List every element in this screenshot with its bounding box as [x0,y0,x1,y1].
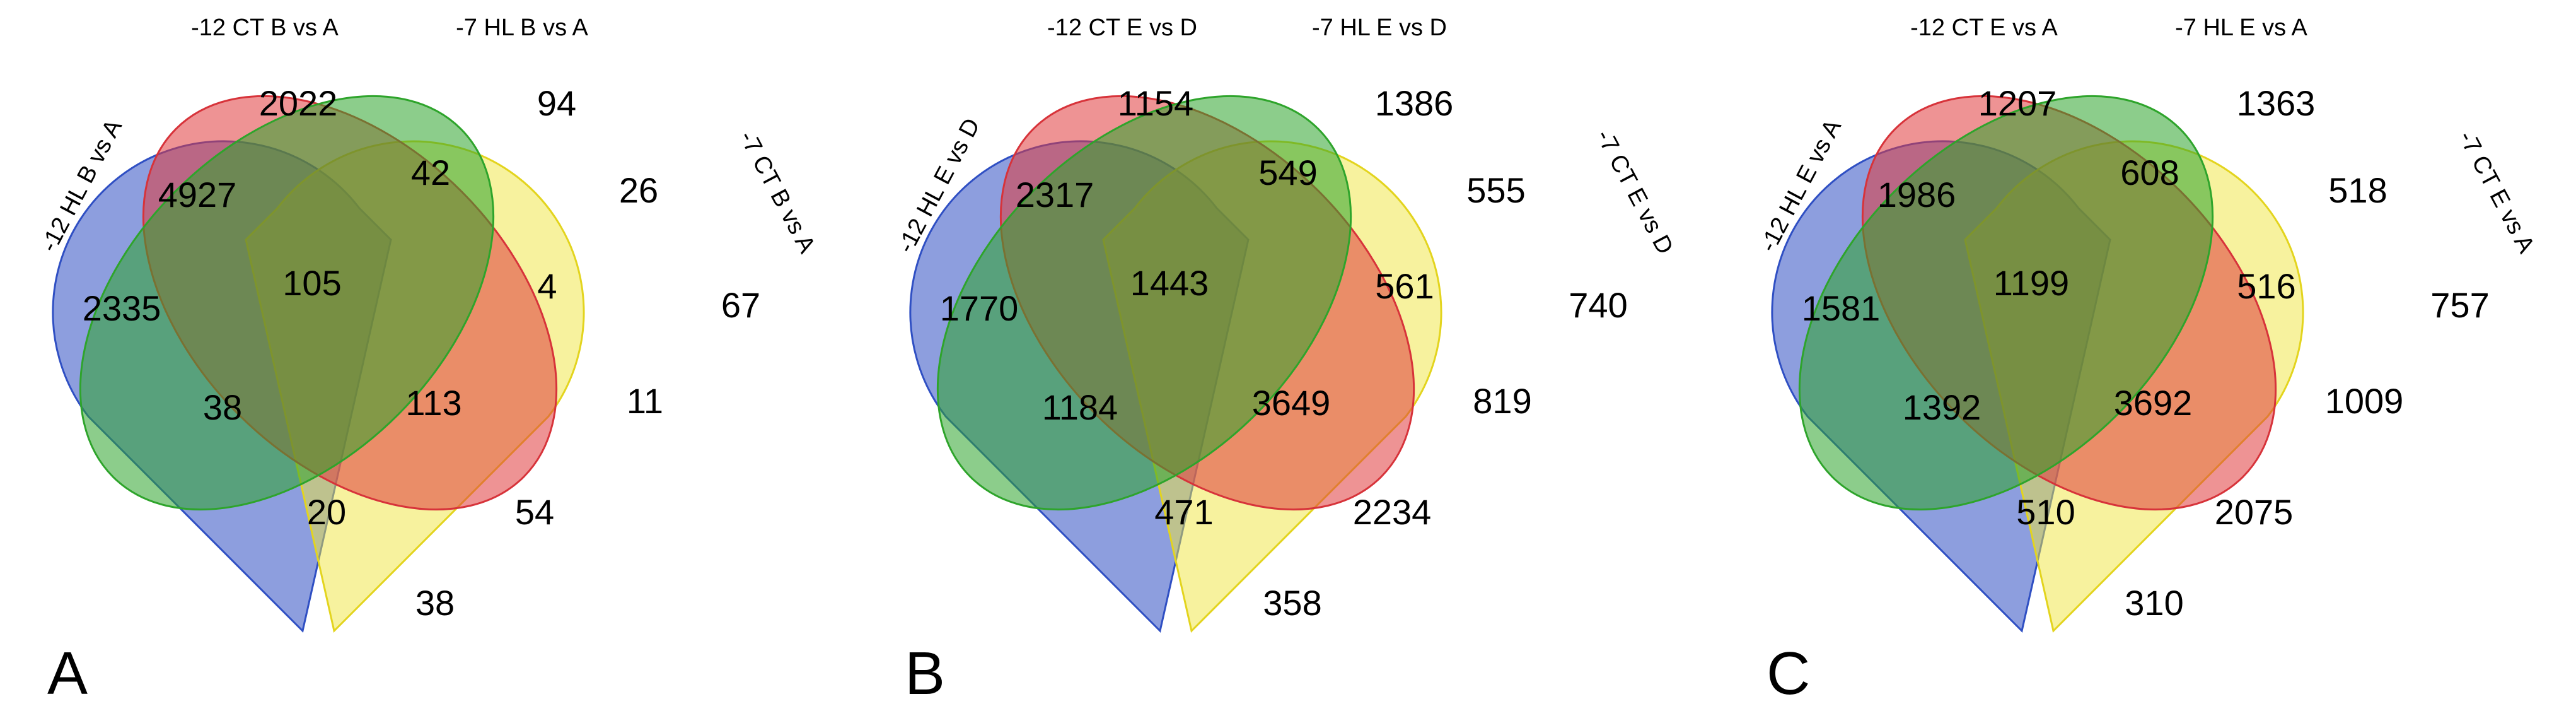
venn-count-only4: 67 [721,285,760,325]
venn-count-s124: 2234 [1353,492,1432,532]
venn-count-only3: 1363 [2237,83,2316,123]
venn-count-s14: 358 [1263,583,1321,623]
venn-count-s123: 1443 [1130,263,1209,303]
venn-count-s234: 561 [1375,266,1434,306]
venn-count-s24: 819 [1473,381,1531,421]
panel-letter: A [47,640,88,707]
venn-count-only4: 740 [1569,285,1627,325]
venn-set-label-2: -12 CT E vs A [1910,15,2058,41]
venn-set-label-4: -7 CT E vs A [2453,127,2539,258]
venn-count-only1: 1770 [940,288,1019,328]
venn-set-label-2: -12 CT B vs A [191,15,339,41]
venn-count-s123: 105 [282,263,341,303]
venn-count-s13: 1184 [1042,387,1118,427]
venn-set-shapes [909,95,1442,633]
venn-count-s234: 4 [537,266,557,306]
venn-count-s34: 555 [1466,170,1525,210]
venn-count-only2: 1207 [1978,83,2057,123]
venn-count-only2: 2022 [259,83,338,123]
venn-count-s124: 2075 [2215,492,2294,532]
venn-count-s1234: 3692 [2114,383,2193,423]
venn-set-label-4: -7 CT E vs D [1591,126,1678,259]
venn-count-only3: 94 [537,83,576,123]
venn-count-s123: 1199 [1993,263,2069,303]
venn-count-s34: 518 [2328,170,2387,210]
venn-count-s134: 471 [1154,492,1213,532]
venn-count-s23: 549 [1258,153,1317,192]
venn-count-s23: 608 [2120,153,2179,192]
venn-set-3-shape [936,95,1352,511]
venn-set-label-3: -7 HL E vs D [1312,15,1447,41]
venn-set-3-shape [79,95,495,511]
venn-count-only1: 1581 [1802,288,1881,328]
venn-count-only4: 757 [2430,285,2489,325]
venn-set-3-shape [1798,95,2214,511]
venn-count-s124: 54 [515,492,554,532]
venn-set-shapes [1771,95,2304,633]
venn-count-s24: 1009 [2325,381,2404,421]
venn-set-label-3: -7 HL B vs A [456,15,588,41]
venn-count-s134: 510 [2016,492,2075,532]
venn-set-label-4: -7 CT B vs A [734,127,820,258]
venn-count-s134: 20 [307,492,346,532]
venn-panel-a: -12 HL B vs A-12 CT B vs A -7 HL B vs A-7… [36,15,821,707]
venn-panel-b: -12 HL E vs D-12 CT E vs D -7 HL E vs D-7… [893,15,1678,707]
venn-set-label-3: -7 HL E vs A [2175,15,2307,41]
venn-count-s13: 1392 [1903,387,1981,427]
venn-count-s14: 38 [415,583,455,623]
venn-count-s12: 4927 [158,175,237,214]
venn-count-s12: 2317 [1016,175,1094,214]
venn-count-s34: 26 [619,170,658,210]
venn-count-s1234: 3649 [1252,383,1331,423]
venn-count-only1: 2335 [83,288,161,328]
panel-letter: C [1767,640,1810,707]
panel-letter: B [905,640,945,707]
venn-count-only2: 1154 [1118,83,1193,123]
venn-count-s14: 310 [2125,583,2183,623]
venn-count-s12: 1986 [1877,175,1956,214]
venn-count-s1234: 113 [405,383,461,423]
venn-set-label-2: -12 CT E vs D [1047,15,1197,41]
venn-count-only3: 1386 [1375,83,1454,123]
venn-count-s24: 11 [627,381,663,421]
venn-set-shapes [52,95,585,633]
venn-count-s13: 38 [203,387,242,427]
venn-panel-c: -12 HL E vs A-12 CT E vs A -7 HL E vs A-7… [1755,15,2540,707]
venn-count-s23: 42 [411,153,450,192]
venn-count-s234: 516 [2237,266,2295,306]
